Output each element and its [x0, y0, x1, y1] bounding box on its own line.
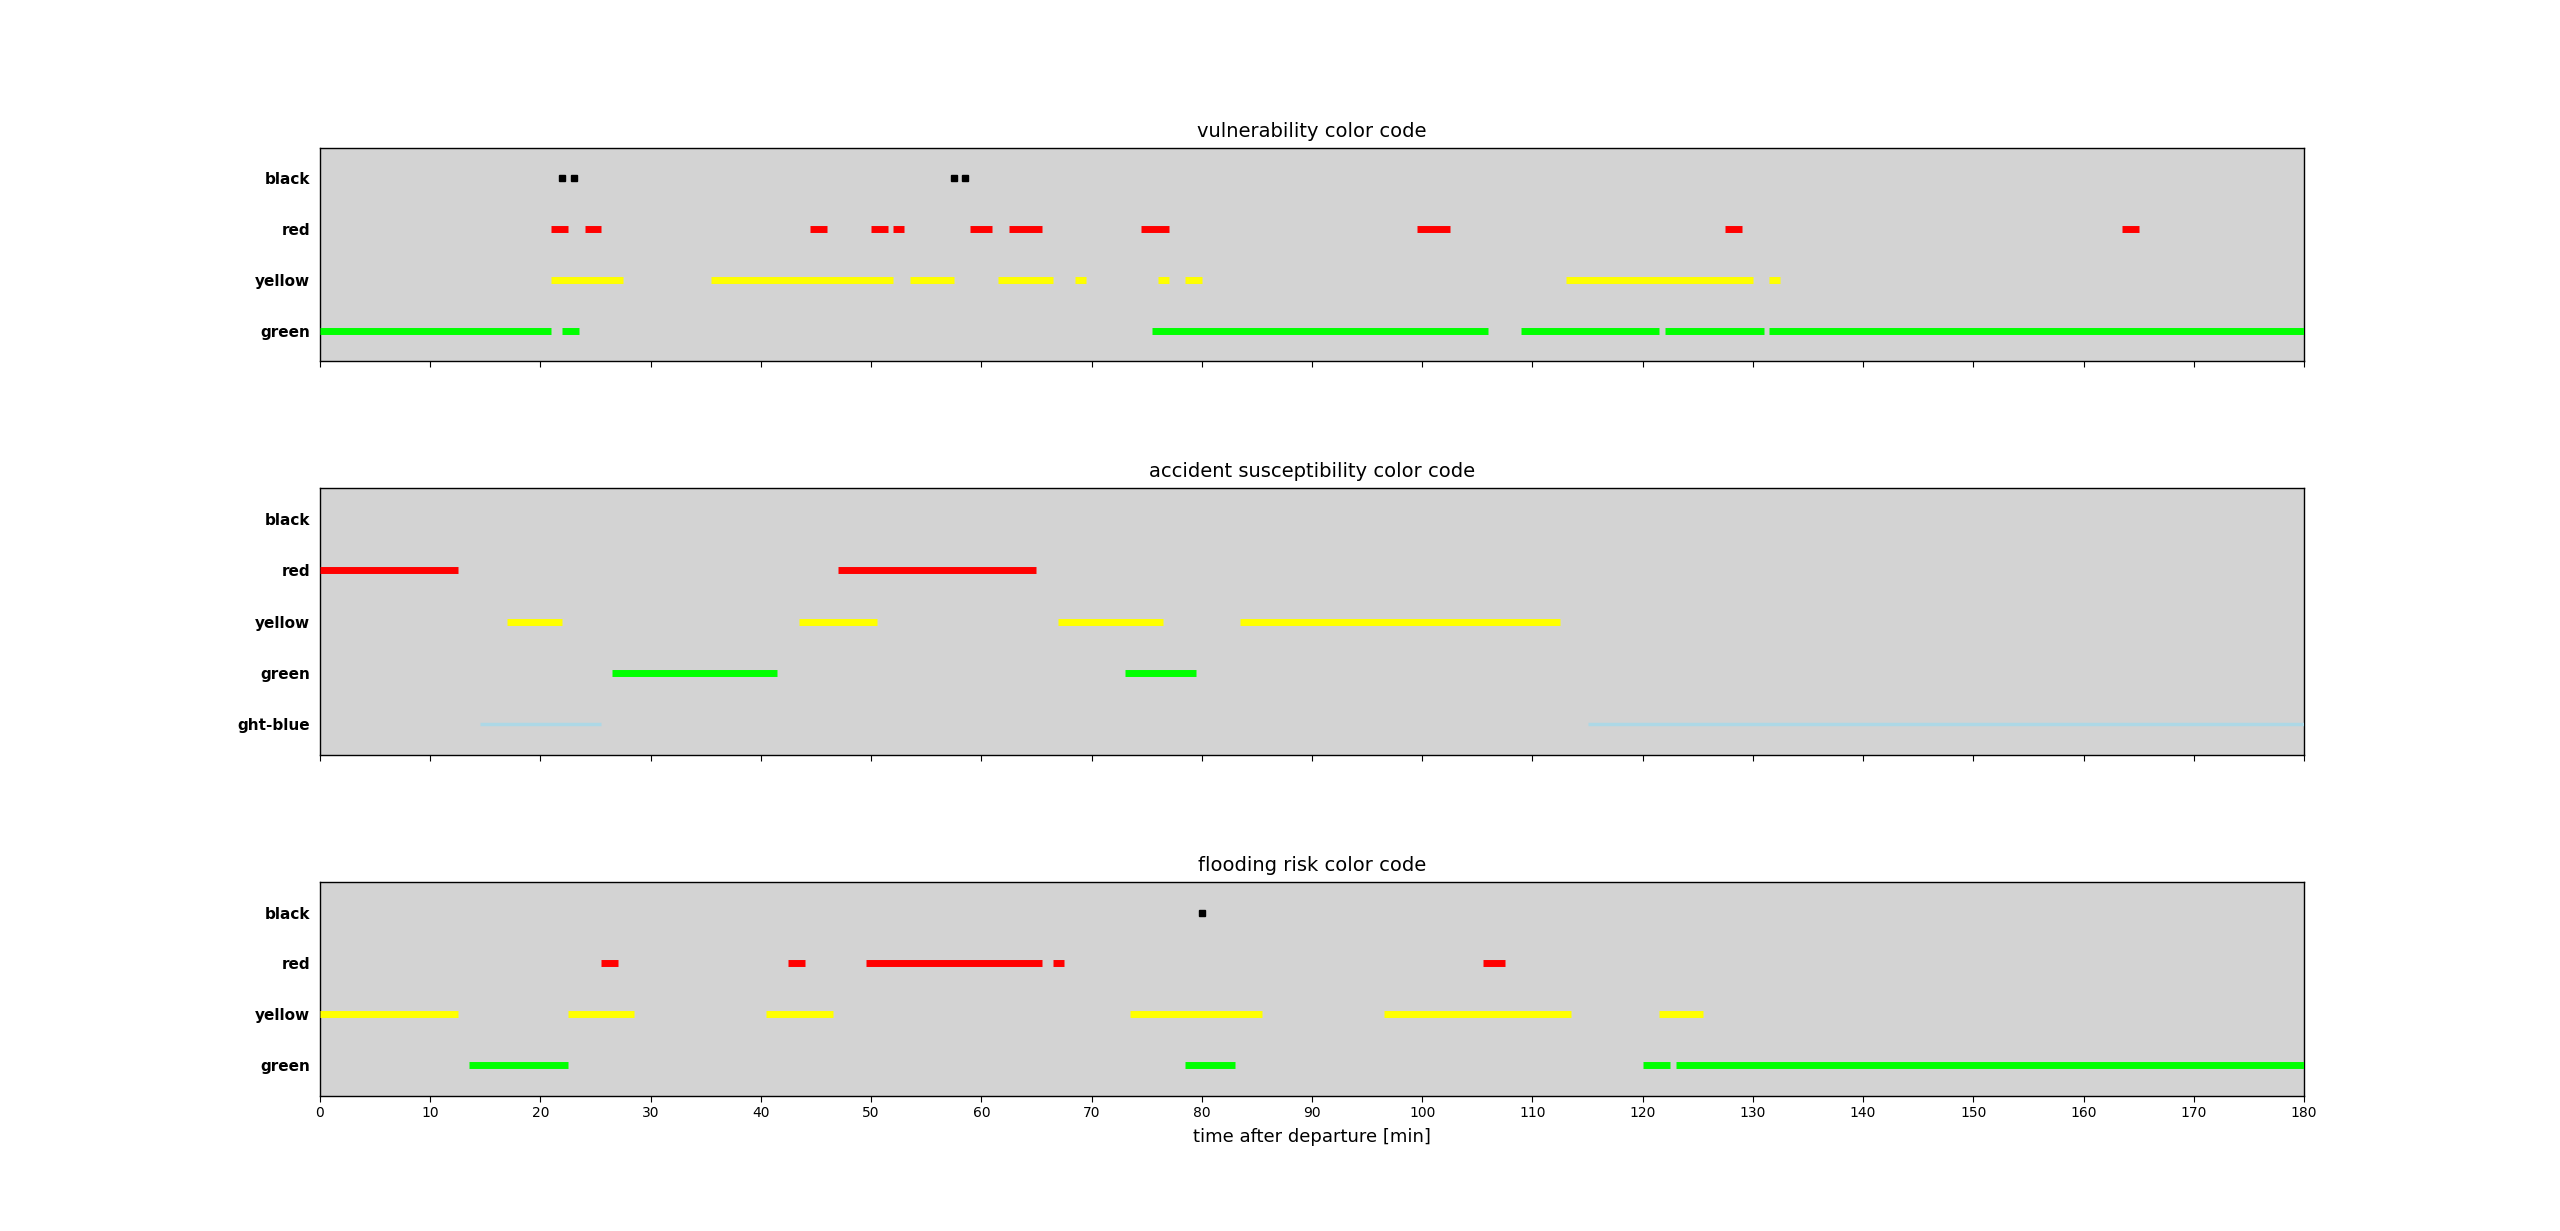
Title: vulnerability color code: vulnerability color code — [1198, 122, 1426, 140]
Title: flooding risk color code: flooding risk color code — [1198, 856, 1426, 875]
X-axis label: time after departure [min]: time after departure [min] — [1193, 1129, 1431, 1146]
Title: accident susceptibility color code: accident susceptibility color code — [1149, 462, 1475, 481]
